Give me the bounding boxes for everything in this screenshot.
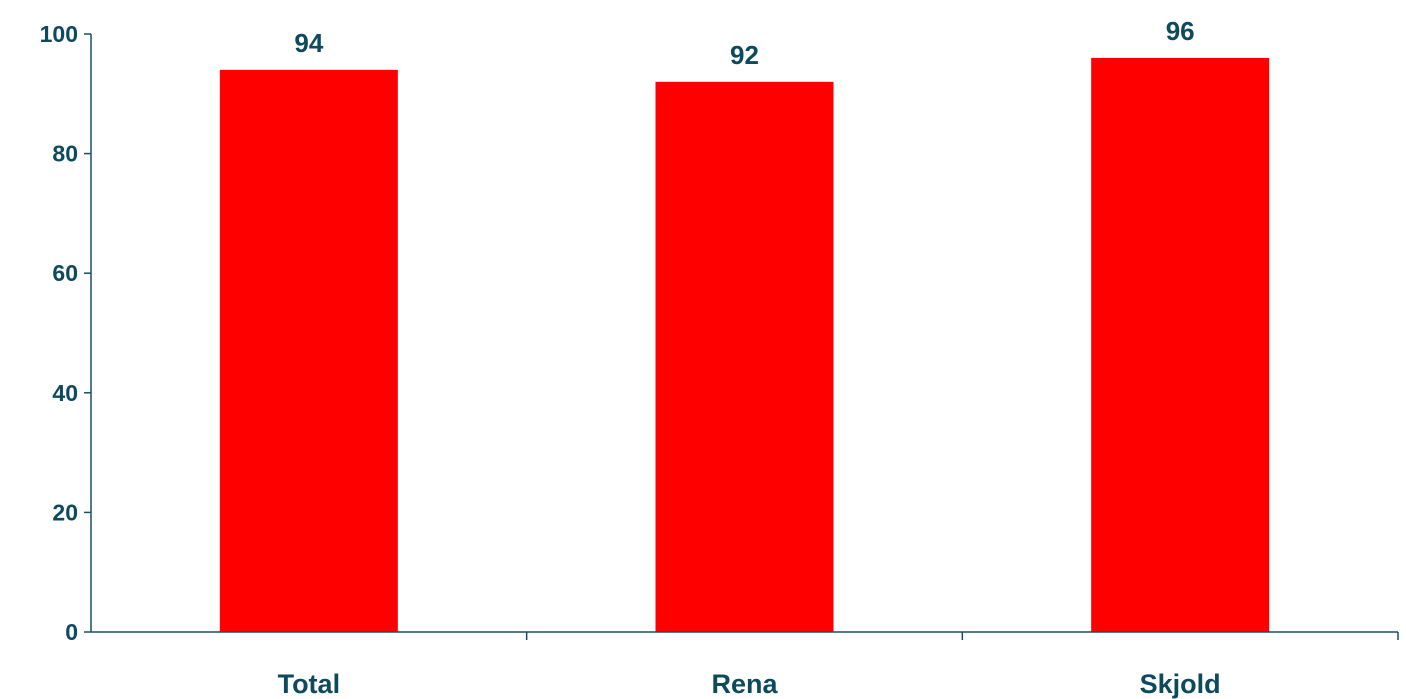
x-category-label: Rena xyxy=(711,669,778,699)
x-category-label: Skjold xyxy=(1140,669,1221,699)
x-category-label: Total xyxy=(278,669,341,699)
y-tick-label: 60 xyxy=(52,260,78,286)
data-label-total: 94 xyxy=(294,28,323,58)
data-label-skjold: 96 xyxy=(1166,16,1195,46)
y-tick-label: 100 xyxy=(40,21,78,47)
y-tick-label: 20 xyxy=(52,499,78,525)
data-labels: 94 92 96 xyxy=(294,16,1194,70)
y-ticks: 0 20 40 60 80 100 xyxy=(40,21,91,645)
y-tick-label: 40 xyxy=(52,380,78,406)
y-tick-label: 80 xyxy=(52,141,78,167)
y-tick-label: 0 xyxy=(65,619,78,645)
axes-layer xyxy=(90,34,1398,633)
bars-layer xyxy=(219,57,1270,633)
data-label-rena: 92 xyxy=(730,40,759,70)
bar-rena xyxy=(655,81,834,633)
bar-total xyxy=(219,69,398,632)
x-ticks: Total Rena Skjold xyxy=(278,632,1399,699)
bar-skjold xyxy=(1091,57,1270,633)
